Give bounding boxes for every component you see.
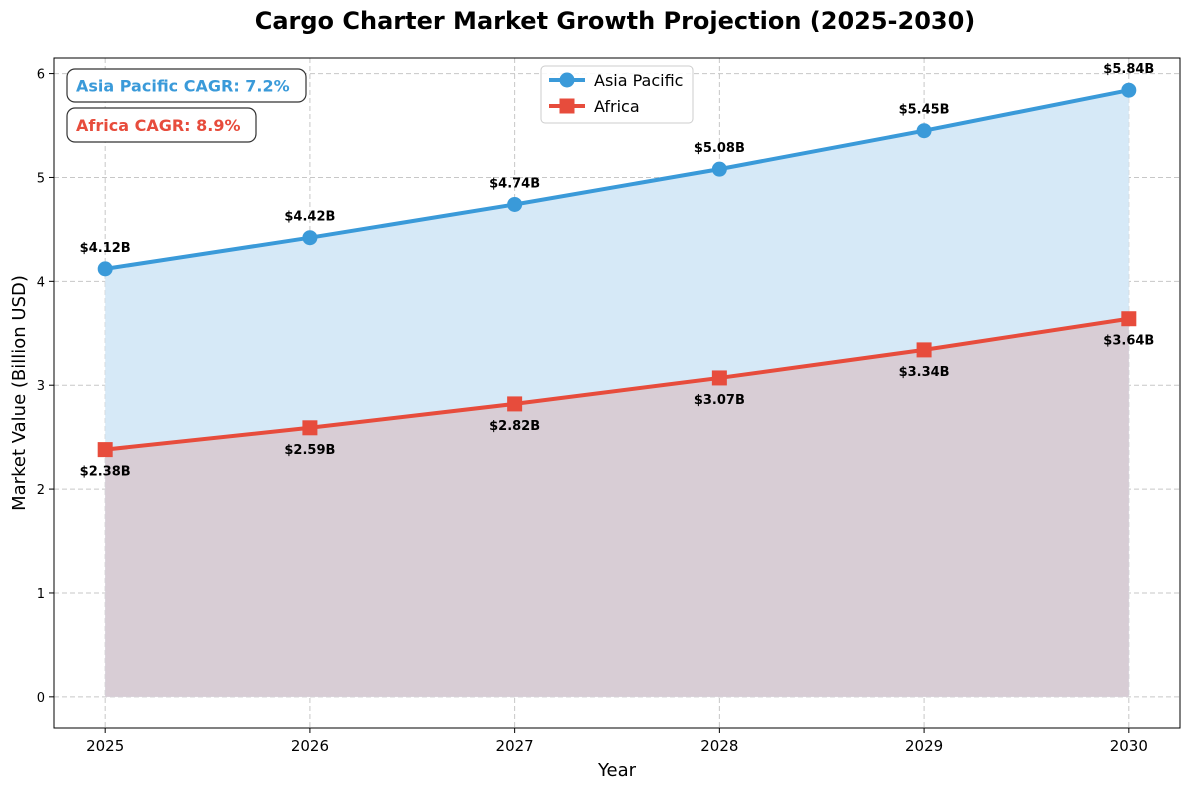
data-point: [916, 123, 932, 139]
line-africa: [103, 316, 1131, 452]
data-point: [1121, 311, 1137, 327]
x-tick-label: 2028: [700, 737, 738, 755]
y-tick-label: 6: [37, 68, 45, 83]
x-tick-label: 2025: [86, 737, 124, 755]
legend-marker: [559, 72, 575, 88]
legend-marker: [559, 98, 575, 114]
data-label: $4.42B: [284, 210, 335, 225]
data-label: $4.74B: [489, 176, 540, 191]
line-layer: [103, 88, 1131, 452]
y-tick-label: 3: [37, 379, 45, 394]
data-label: $3.64B: [1103, 334, 1154, 349]
data-point: [507, 396, 523, 412]
data-label: $5.84B: [1103, 62, 1154, 77]
data-point: [1121, 82, 1137, 98]
x-axis-label: Year: [597, 760, 637, 781]
legend: Asia Pacific Africa: [540, 65, 694, 124]
area-layer: [105, 90, 1129, 697]
y-tick-label: 5: [37, 171, 45, 186]
data-point: [97, 442, 113, 458]
data-label: $5.08B: [694, 141, 745, 156]
chart-title: Cargo Charter Market Growth Projection (…: [255, 7, 976, 35]
x-tick-label: 2027: [496, 737, 534, 755]
x-tick-label: 2029: [905, 737, 943, 755]
marker-layer: [97, 82, 1137, 458]
legend-label: Asia Pacific: [594, 71, 683, 90]
data-label: $2.59B: [284, 443, 335, 458]
data-point: [302, 420, 318, 436]
y-tick-label: 2: [37, 483, 45, 498]
y-axis-label: Market Value (Billion USD): [9, 275, 30, 511]
cagr-box: [66, 68, 307, 103]
data-label: $2.82B: [489, 419, 540, 434]
cagr-box: [66, 107, 257, 143]
cagr-annotations: Asia Pacific CAGR: 7.2% Africa CAGR: 8.9%: [66, 68, 307, 143]
area-africa: [105, 318, 1129, 697]
line-asia-pacific: [103, 88, 1131, 271]
x-tick-label: 2026: [291, 737, 329, 755]
data-point: [711, 161, 727, 177]
tick-layer: 2025 2026 2027 2028 2029 2030 0 1 2 3 4 5 6: [37, 68, 1148, 755]
plot-frame: [53, 57, 1181, 729]
data-point: [711, 370, 727, 386]
data-point: [97, 261, 113, 277]
y-tick-label: 1: [37, 587, 45, 602]
cagr-text: Africa CAGR: 8.9%: [76, 116, 241, 135]
data-label: $3.07B: [694, 393, 745, 408]
data-point: [507, 196, 523, 212]
data-label: $4.12B: [80, 241, 131, 256]
data-point: [302, 230, 318, 246]
data-label: $5.45B: [899, 103, 950, 118]
legend-label: Africa: [594, 97, 640, 116]
y-tick-label: 0: [37, 691, 45, 706]
cagr-text: Asia Pacific CAGR: 7.2%: [76, 77, 290, 96]
data-label: $2.38B: [80, 465, 131, 480]
y-tick-label: 4: [37, 275, 45, 290]
x-tick-label: 2030: [1110, 737, 1148, 755]
data-point: [916, 342, 932, 358]
label-layer: $4.12B $4.42B $4.74B $5.08B $5.45B $5.84B $2.3…: [80, 62, 1155, 479]
data-label: $3.34B: [899, 365, 950, 380]
